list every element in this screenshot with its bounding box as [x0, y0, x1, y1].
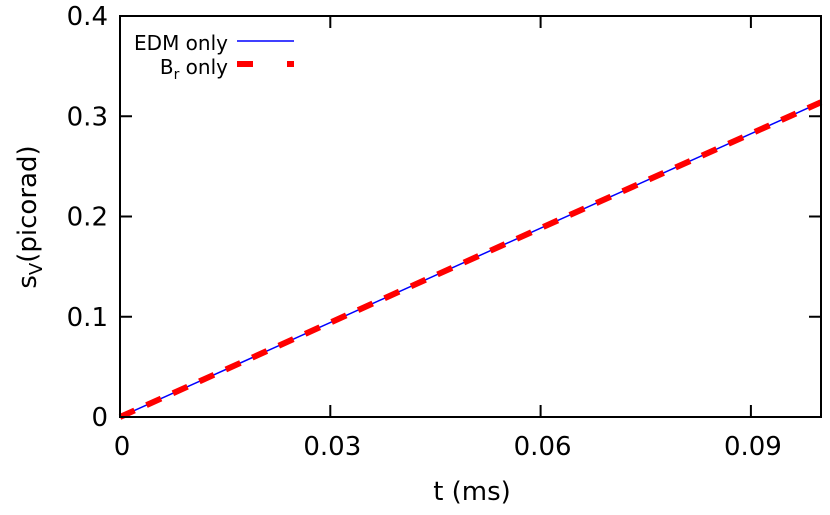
- x-tick-label: 0.09: [724, 432, 782, 462]
- legend: EDM only Br only: [134, 31, 294, 83]
- legend-label-br: Br only: [160, 55, 228, 83]
- y-tick-label: 0.2: [67, 203, 108, 233]
- y-tick-label: 0: [91, 403, 108, 433]
- y-tick-label: 0.3: [67, 102, 108, 132]
- x-tick-label: 0.03: [303, 432, 361, 462]
- y-axis-label: sV(picorad): [13, 145, 47, 288]
- y-tick-label: 0.1: [67, 303, 108, 333]
- x-tick-label: 0.06: [514, 432, 572, 462]
- y-tick-label: 0.4: [67, 2, 108, 32]
- series-line-br-only: [118, 99, 823, 420]
- legend-label-edm: EDM only: [134, 31, 228, 55]
- x-axis-label: t (ms): [433, 477, 511, 507]
- x-tick-label: 0: [114, 432, 131, 462]
